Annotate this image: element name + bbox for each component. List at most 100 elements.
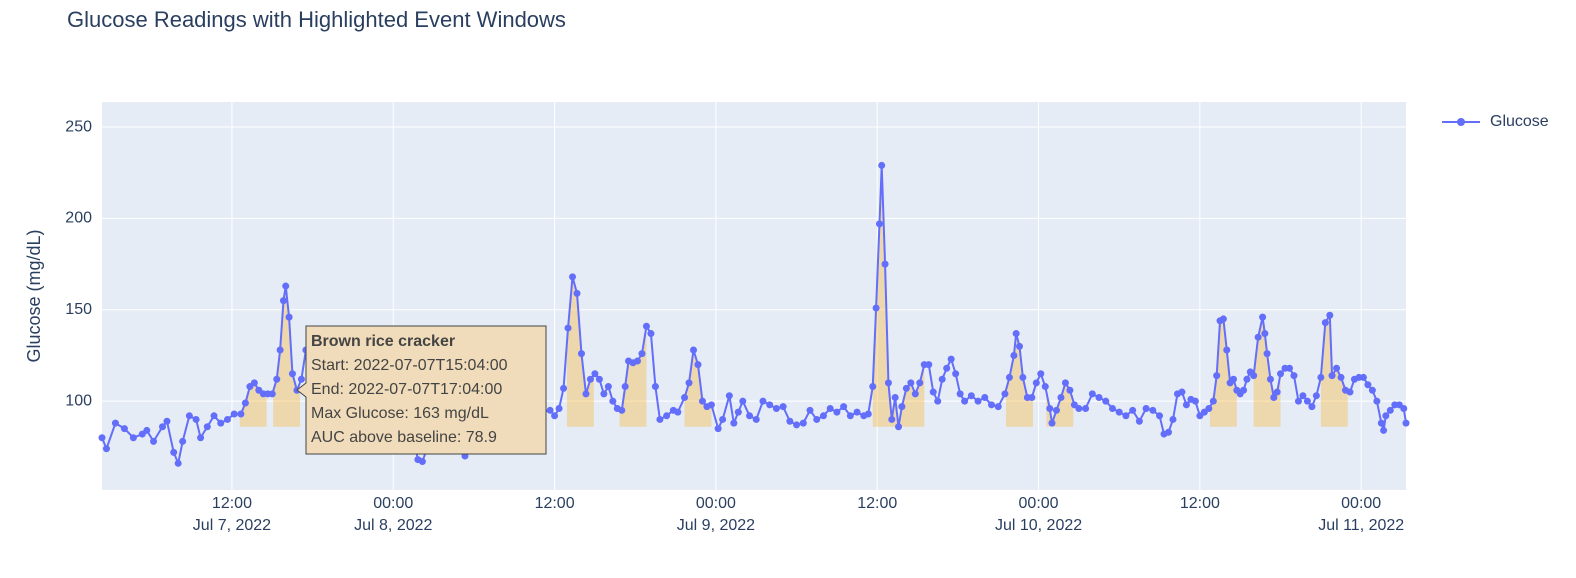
data-point [279,297,287,305]
data-point [1402,419,1410,427]
data-point [719,415,727,423]
hover-label: Brown rice cracker Start: 2022-07-07T15:0… [296,325,547,455]
data-point [1048,419,1056,427]
data-point [1010,351,1018,359]
data-point [285,313,293,321]
data-point [1041,383,1049,391]
data-point [633,357,641,365]
data-point [725,392,733,400]
data-point [1263,350,1271,358]
data-point [250,379,258,387]
data-point [1005,373,1013,381]
y-tick-label: 150 [65,301,92,318]
data-point [1328,372,1336,380]
data-point [929,388,937,396]
data-point [881,260,889,268]
data-point [1359,373,1367,381]
data-point [638,350,646,358]
data-point [179,437,187,445]
hover-line: AUC above baseline: 78.9 [311,429,497,446]
data-point [609,397,617,405]
data-point [120,425,128,433]
data-point [1205,404,1213,412]
data-point [943,364,951,372]
x-tick-label: Jul 11, 2022 [1318,517,1404,534]
data-point [582,390,590,398]
data-point [947,355,955,363]
data-point [1165,428,1173,436]
data-point [1102,397,1110,405]
data-point [1057,394,1065,402]
data-point [1019,373,1027,381]
data-point [217,419,225,427]
chart-title: Glucose Readings with Highlighted Event … [67,7,566,32]
data-point [111,419,119,427]
data-point [902,384,910,392]
data-point [1052,406,1060,414]
data-point [192,415,200,423]
legend: Glucose [1442,113,1549,130]
grid [102,102,1406,490]
data-point [1250,372,1258,380]
event-window [1320,315,1348,427]
data-point [872,304,880,312]
data-point [1219,315,1227,323]
data-point [1382,412,1390,420]
data-point [1266,375,1274,383]
data-point [1178,388,1186,396]
data-point [1364,381,1372,389]
data-point [197,434,205,442]
data-point [1169,415,1177,423]
data-point [981,394,989,402]
axes: 100 150 200 250 12:00 Jul 7, 2022 00:00 Jul 8, … [65,118,1404,534]
data-point [1317,373,1325,381]
data-point [170,448,178,456]
data-point [681,394,689,402]
data-point [974,397,982,405]
hover-line: Start: 2022-07-07T15:04:00 [311,357,508,374]
data-point [698,397,706,405]
data-point [813,415,821,423]
data-point [1312,392,1320,400]
data-point [840,403,848,411]
data-point [273,375,281,383]
data-point [1088,390,1096,398]
data-point [555,404,563,412]
x-tick-label: Jul 10, 2022 [995,517,1082,534]
data-point [967,392,975,400]
data-point [604,383,612,391]
data-point [793,421,801,429]
data-point [1290,372,1298,380]
data-point [1191,397,1199,405]
data-point [1095,394,1103,402]
data-point [276,346,284,354]
data-point [1240,386,1248,394]
data-point [916,379,924,387]
event-window [1006,333,1033,427]
x-tick-label: 00:00 [696,495,736,512]
data-point [1108,404,1116,412]
data-point [694,361,702,369]
data-point [618,406,626,414]
data-point [1142,404,1150,412]
data-point [1377,419,1385,427]
data-point [864,410,872,418]
data-point [1368,386,1376,394]
data-point [925,361,933,369]
data-point [730,419,738,427]
data-point [241,399,249,407]
data-point [956,390,964,398]
data-point [734,408,742,416]
y-axis-title: Glucose (mg/dL) [24,229,44,362]
y-tick-label: 100 [65,392,92,409]
data-point [1012,330,1020,338]
data-point [1285,364,1293,372]
data-point [656,415,664,423]
data-point [938,375,946,383]
data-point [833,408,841,416]
data-point [600,390,608,398]
data-point [210,412,218,420]
data-point [591,370,599,378]
legend-label: Glucose [1490,113,1549,130]
